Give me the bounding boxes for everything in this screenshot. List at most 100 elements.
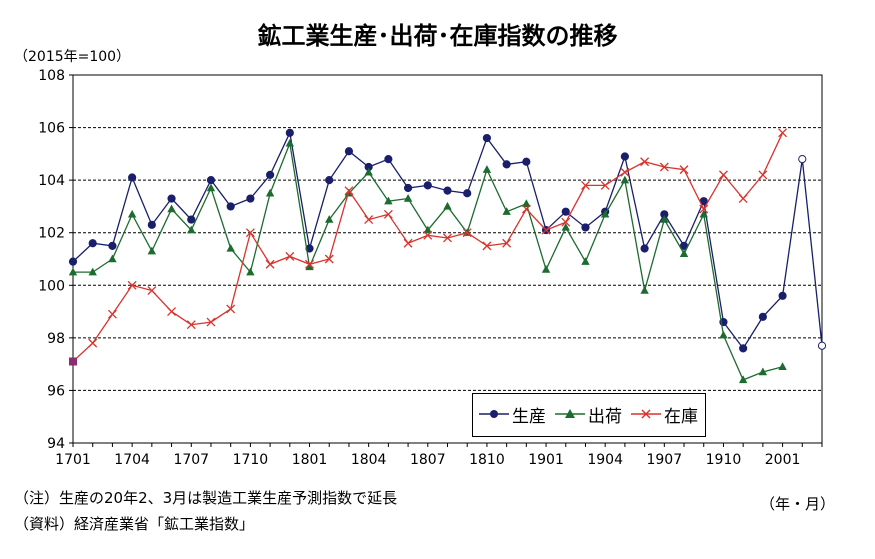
x-tick-label: 1901 [528, 452, 564, 468]
data-point-production [344, 147, 354, 156]
x-axis-tick-labels: 1701 1704 1707 1710 1801 1804 1807 1810 1901 1904… [55, 452, 800, 468]
data-point-inventory [147, 286, 157, 296]
legend-inventory-marker-icon [631, 409, 661, 419]
data-point-shipment [581, 257, 590, 265]
data-point-inventory [245, 228, 255, 238]
data-point-shipment [443, 201, 452, 210]
data-point-shipment [778, 362, 787, 370]
data-point-production [246, 194, 255, 203]
data-point-shipment [600, 209, 610, 218]
data-point-shipment [620, 175, 630, 184]
plot-frame [72, 74, 823, 444]
data-point-production [206, 176, 216, 185]
y-axis-unit: （2015年=100） [14, 49, 131, 65]
data-point-inventory [167, 307, 177, 317]
x-tick-label: 1801 [292, 452, 328, 468]
data-point-production [88, 239, 97, 248]
y-tick-label: 106 [38, 121, 65, 137]
data-point-shipment [541, 265, 551, 273]
data-point-inventory [364, 215, 374, 225]
legend-production-marker-icon [479, 410, 509, 418]
data-point-shipment [246, 267, 255, 276]
data-point-shipment [502, 207, 511, 215]
data-point-inventory [423, 230, 433, 240]
x-tick-label: 1804 [351, 452, 387, 468]
legend: 生産 出荷 在庫 [472, 393, 706, 437]
data-point-shipment [679, 249, 689, 257]
data-point-shipment [561, 222, 570, 231]
data-point-shipment [482, 165, 492, 173]
x-tick-label: 1707 [173, 452, 209, 468]
x-tick-label: 1807 [410, 452, 446, 468]
legend-item-shipment: 出荷 [555, 400, 622, 428]
data-point-shipment [738, 375, 748, 384]
data-point-production [423, 181, 432, 190]
series-group [68, 128, 827, 384]
data-point-inventory [206, 317, 216, 327]
data-point-production [305, 244, 314, 253]
legend-item-production: 生産 [479, 400, 546, 428]
data-point-production [108, 241, 117, 250]
data-point-inventory [758, 170, 768, 180]
data-point-shipment [325, 215, 334, 223]
data-point-inventory [226, 304, 236, 314]
data-point-shipment [285, 138, 295, 147]
data-point-inventory [659, 162, 669, 172]
data-point-inventory [265, 259, 275, 269]
data-point-production [778, 291, 787, 300]
y-tick-label: 108 [38, 68, 65, 84]
legend-shipment-marker-icon [555, 409, 585, 418]
data-point-inventory [383, 209, 393, 219]
data-point-inventory [482, 241, 492, 251]
x-tick-label: 1907 [646, 452, 682, 468]
data-point-production [561, 207, 570, 216]
data-point-inventory [285, 251, 295, 261]
axes [69, 74, 823, 447]
data-point-shipment [108, 254, 117, 263]
data-point-shipment [699, 209, 708, 218]
data-point-inventory [324, 254, 334, 264]
data-point-shipment [640, 286, 649, 294]
data-point-shipment [522, 199, 531, 207]
data-point-inventory [521, 204, 531, 214]
data-point-shipment [88, 267, 97, 276]
data-point-shipment [384, 196, 393, 205]
data-point-shipment [127, 209, 137, 218]
data-point-production [187, 215, 196, 224]
data-point-inventory [679, 165, 689, 175]
data-point-inventory [403, 238, 413, 248]
data-point-shipment [265, 188, 275, 197]
data-point-production [640, 244, 649, 253]
data-point-shipment [147, 246, 157, 255]
data-point-production [817, 341, 827, 350]
data-point-inventory [561, 217, 571, 227]
data-point-inventory [88, 338, 98, 348]
data-point-inventory [462, 228, 472, 238]
data-point-production [403, 183, 413, 193]
data-point-inventory [581, 180, 590, 190]
series-shipment [68, 138, 787, 384]
data-point-inventory [541, 225, 551, 235]
y-tick-label: 102 [38, 226, 65, 242]
data-point-production [266, 170, 275, 179]
x-tick-label: 1701 [55, 452, 91, 468]
data-point-production [463, 189, 472, 198]
data-point-production [581, 223, 590, 232]
data-point-inventory [305, 259, 314, 269]
y-axis-tick-labels: 94 96 98 100 102 104 106 108 [38, 68, 65, 452]
data-point-production [739, 344, 748, 353]
legend-label-production: 生産 [512, 406, 546, 427]
data-point-shipment [305, 262, 314, 271]
data-point-shipment [719, 330, 728, 339]
x-axis-unit: （年・月） [759, 495, 835, 513]
data-point-shipment [660, 215, 669, 223]
data-point-production [798, 155, 807, 164]
data-point-shipment [403, 194, 413, 202]
data-point-production [128, 173, 137, 182]
data-point-inventory [778, 128, 788, 138]
y-tick-label: 100 [38, 278, 65, 294]
x-tick-label: 1910 [706, 452, 742, 468]
x-tick-label: 2001 [765, 452, 801, 468]
data-point-inventory [107, 309, 117, 319]
